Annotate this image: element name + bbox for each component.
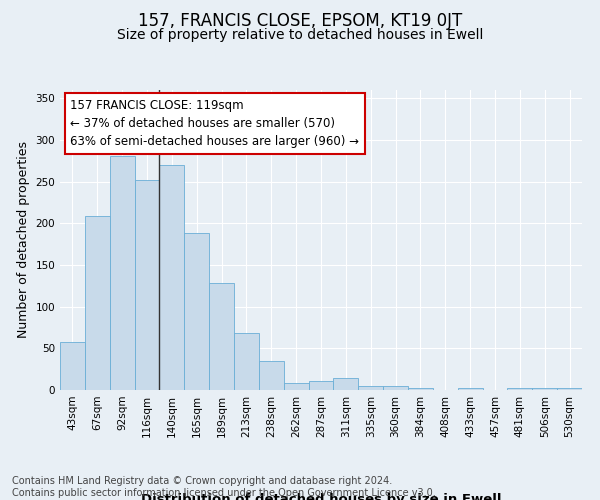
Bar [110, 156, 134, 390]
Bar [234, 332, 259, 390]
Text: Size of property relative to detached houses in Ewell: Size of property relative to detached ho… [117, 28, 483, 42]
Bar [508, 388, 532, 390]
Bar [383, 386, 408, 390]
Text: Contains HM Land Registry data © Crown copyright and database right 2024.
Contai: Contains HM Land Registry data © Crown c… [12, 476, 436, 498]
Bar [284, 382, 308, 390]
Bar [308, 381, 334, 390]
Bar [557, 388, 582, 390]
Text: 157 FRANCIS CLOSE: 119sqm
← 37% of detached houses are smaller (570)
63% of semi: 157 FRANCIS CLOSE: 119sqm ← 37% of detac… [70, 99, 359, 148]
Bar [60, 342, 85, 390]
Bar [334, 378, 358, 390]
Bar [184, 234, 209, 390]
Bar [160, 165, 184, 390]
Bar [458, 388, 482, 390]
Bar [408, 388, 433, 390]
Y-axis label: Number of detached properties: Number of detached properties [17, 142, 30, 338]
Bar [209, 284, 234, 390]
Bar [532, 388, 557, 390]
Bar [259, 361, 284, 390]
Text: 157, FRANCIS CLOSE, EPSOM, KT19 0JT: 157, FRANCIS CLOSE, EPSOM, KT19 0JT [138, 12, 462, 30]
Bar [134, 180, 160, 390]
X-axis label: Distribution of detached houses by size in Ewell: Distribution of detached houses by size … [141, 492, 501, 500]
Bar [85, 216, 110, 390]
Bar [358, 386, 383, 390]
